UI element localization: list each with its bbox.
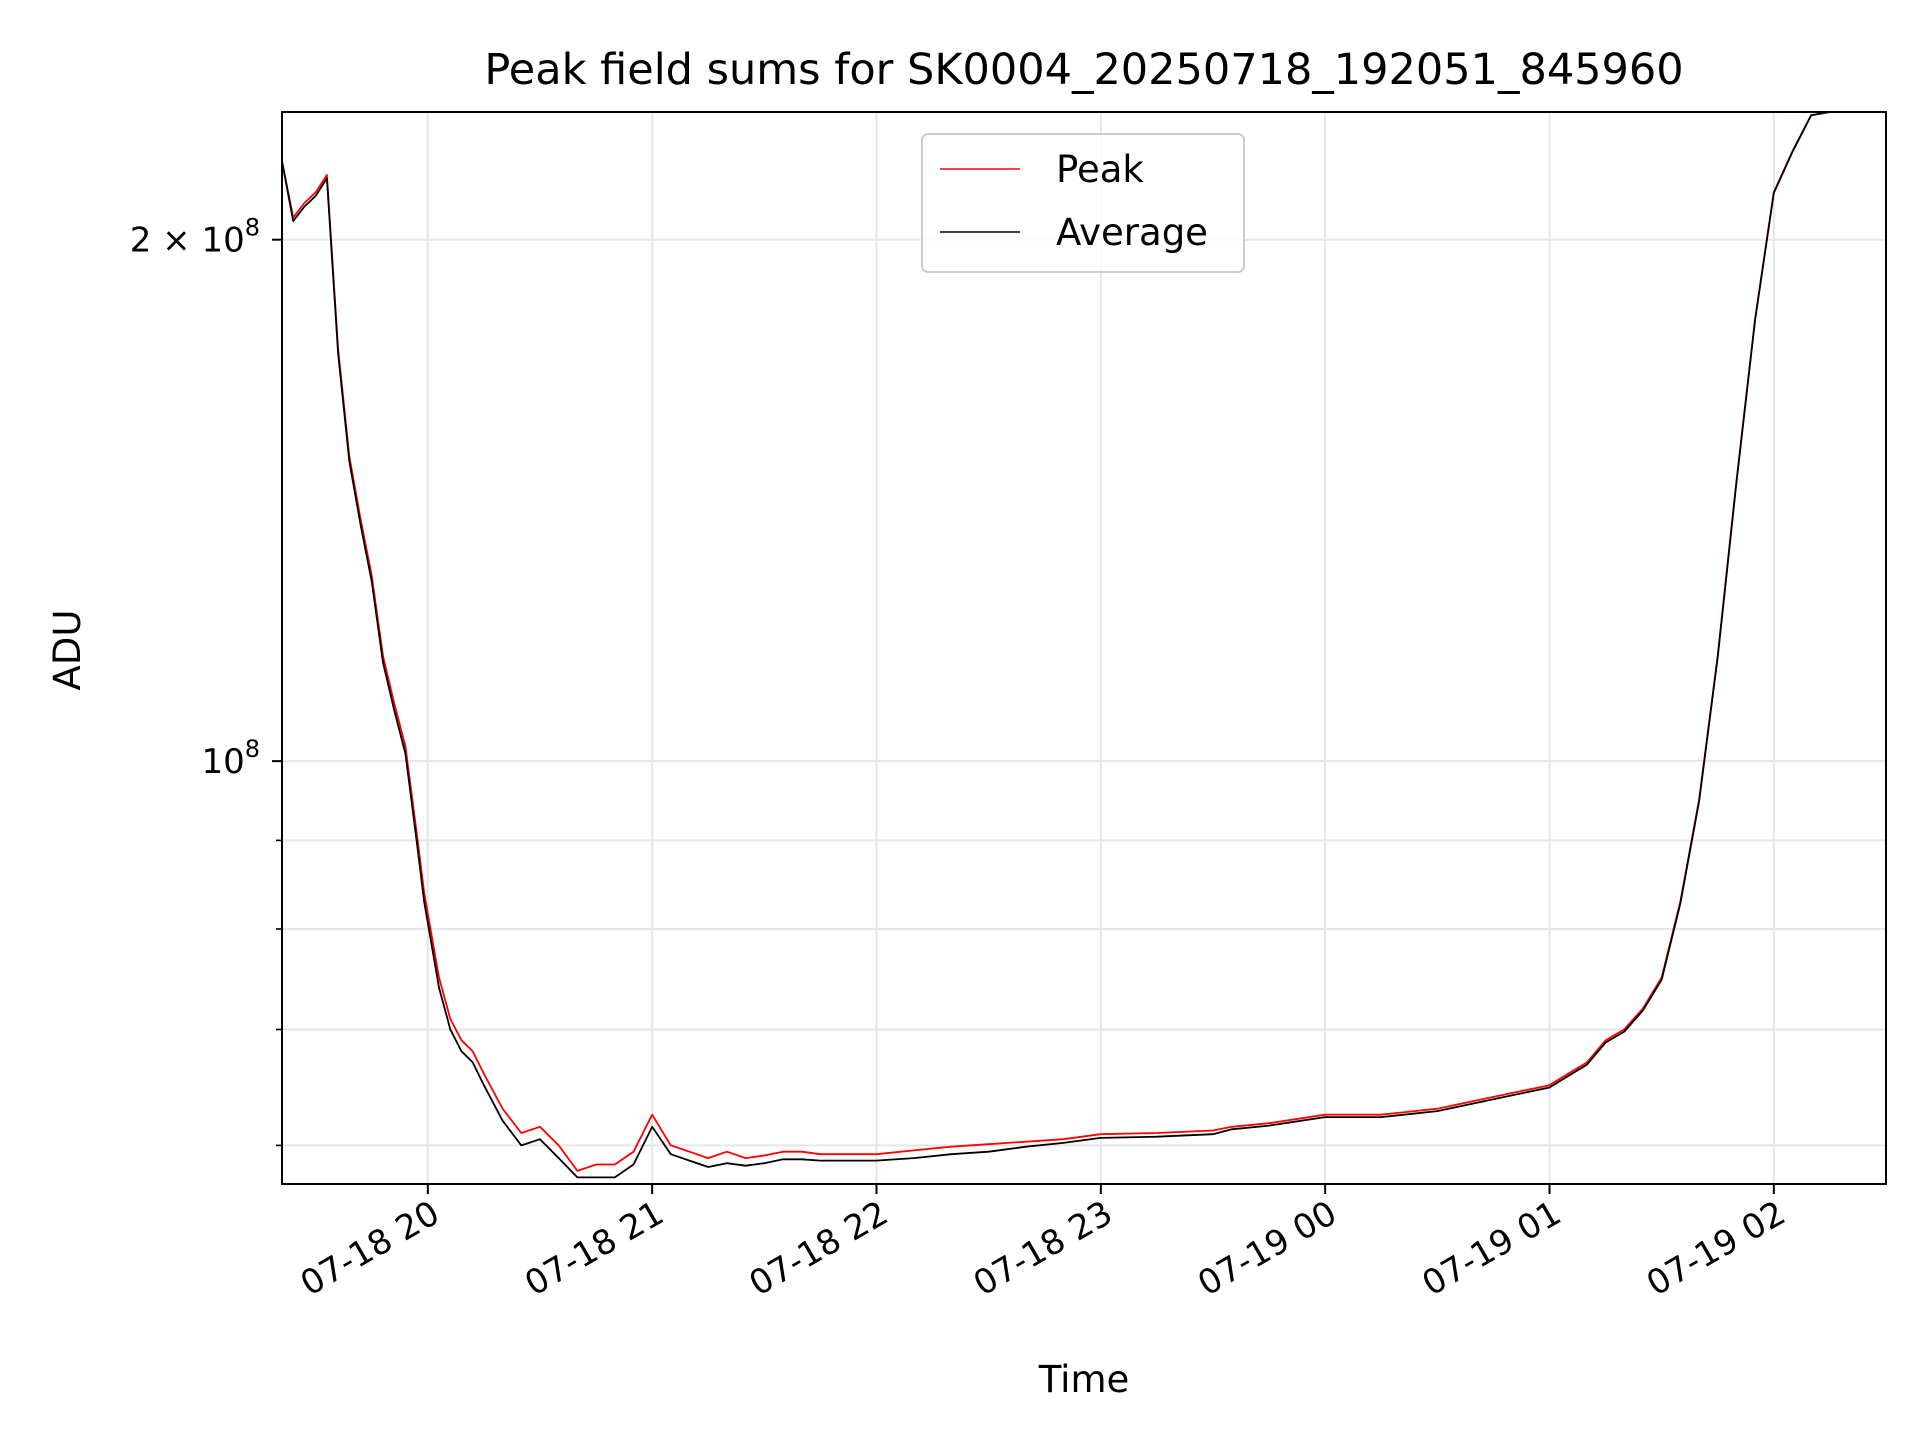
legend-label-peak: Peak xyxy=(1056,148,1144,191)
legend: Peak Average xyxy=(921,133,1245,273)
x-axis-label: Time xyxy=(1038,1358,1130,1401)
y-tick-label: 2 × 108 xyxy=(130,214,260,261)
chart-title: Peak field sums for SK0004_20250718_1920… xyxy=(484,45,1683,95)
grid-lines xyxy=(282,112,1886,1184)
series-lines xyxy=(281,111,1886,1179)
y-tick-label: 108 xyxy=(201,735,260,782)
legend-label-average: Average xyxy=(1056,211,1208,254)
series-line-average xyxy=(281,111,1886,1179)
y-axis-label: ADU xyxy=(46,610,89,691)
plot-frame xyxy=(281,111,1887,1185)
y-axis-ticks: 108 2 × 108 xyxy=(130,214,282,1147)
